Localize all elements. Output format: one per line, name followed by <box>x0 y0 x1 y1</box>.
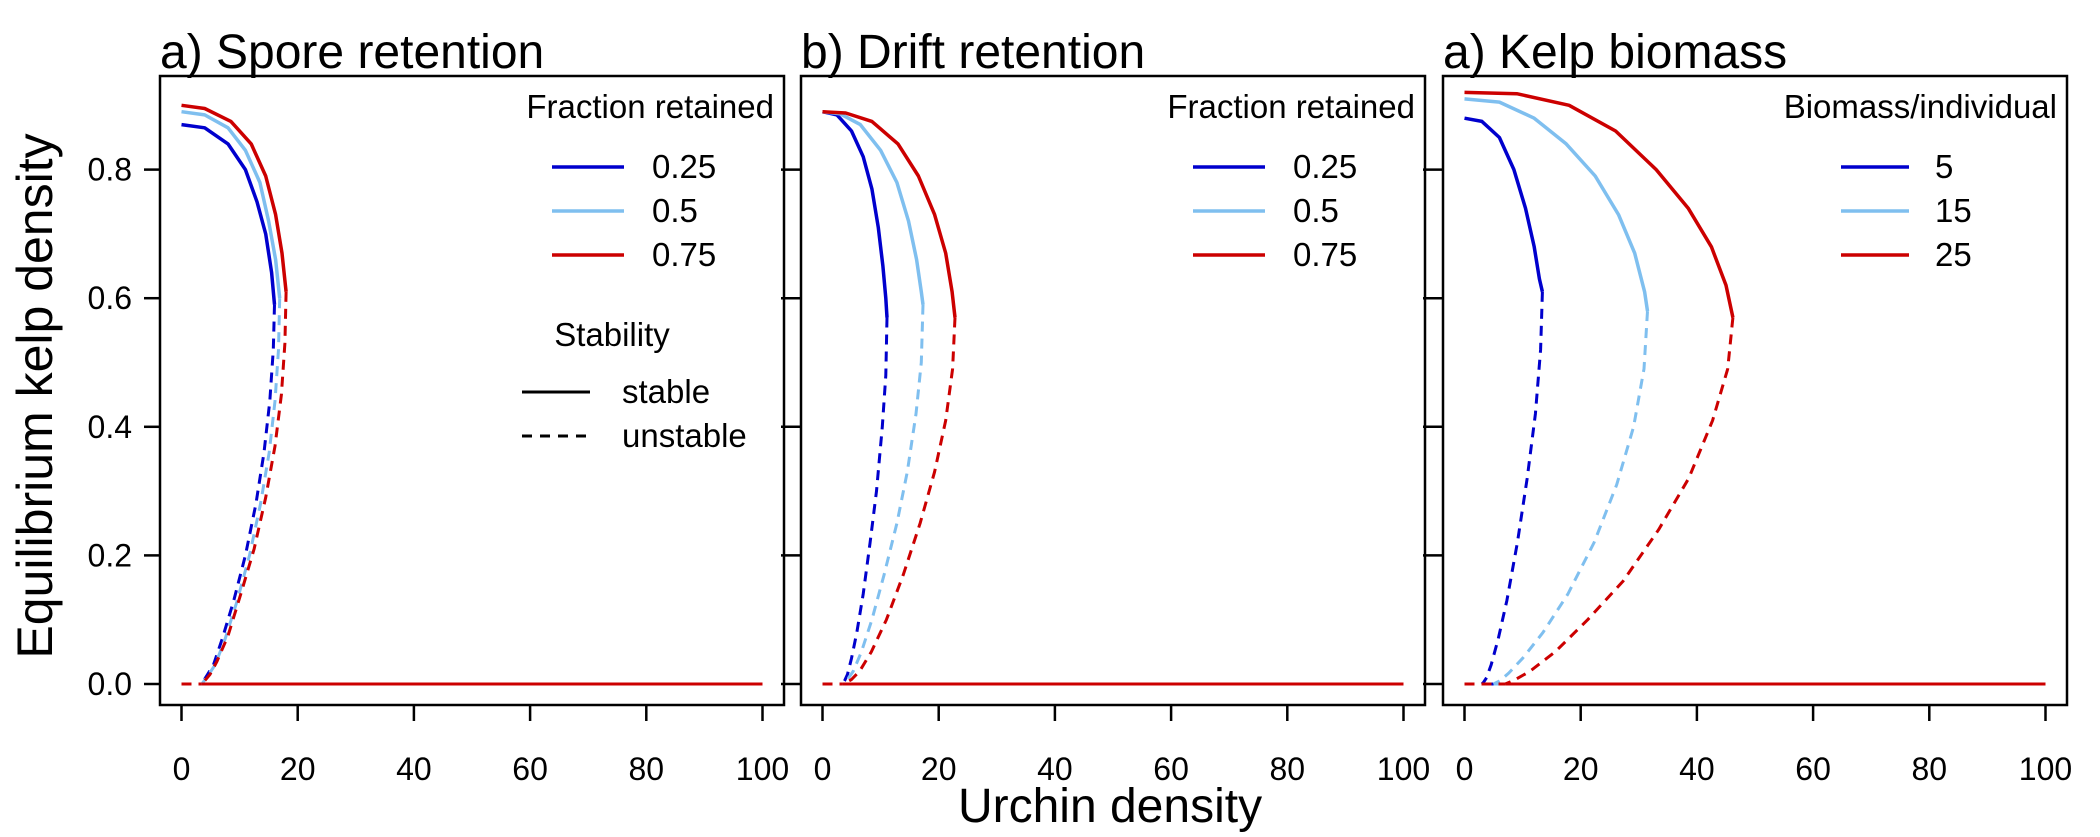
stable-branch-line <box>1464 90 1735 318</box>
x-axis-title: Urchin density <box>958 780 1262 833</box>
unstable-branch-line <box>842 317 957 686</box>
stable-branch-line <box>1464 97 1650 312</box>
panel-1: a) Spore retention 0 20 40 60 80 100 0.0 0.2 0.4 0… <box>88 26 790 787</box>
x-tick-label: 100 <box>736 751 789 787</box>
x-tick-label: 80 <box>1270 751 1306 787</box>
panel-title: a) Kelp biomass <box>1443 26 1787 79</box>
x-tick-label: 40 <box>1037 751 1073 787</box>
legend-label: 0.25 <box>652 148 716 185</box>
unstable-branch-line <box>841 317 889 685</box>
x-tick-label: 80 <box>1912 751 1948 787</box>
legend-label: 15 <box>1935 192 1972 229</box>
panel-2: b) Drift retention 0 20 40 60 80 100 Fraction r… <box>781 26 1430 787</box>
x-tick-label: 20 <box>921 751 957 787</box>
x-tick-label: 20 <box>280 751 316 787</box>
stable-branch-line <box>181 103 288 292</box>
legend: Biomass/individual 5 15 25 <box>1784 88 2057 273</box>
x-tick-label: 80 <box>629 751 665 787</box>
y-tick-label: 0.8 <box>88 152 132 188</box>
series-0.75 <box>822 109 1404 686</box>
x-tick-label: 60 <box>1153 751 1189 787</box>
series-25 <box>1464 90 2046 686</box>
y-tick-label: 0.2 <box>88 537 132 573</box>
plot-frame <box>799 74 1427 707</box>
unstable-branch-line <box>1480 291 1544 686</box>
legend-label: 0.25 <box>1293 148 1357 185</box>
x-tick-label: 100 <box>2019 751 2072 787</box>
unstable-branch-line <box>200 304 276 685</box>
panel-3: a) Kelp biomass 0 20 40 60 80 100 Biomass/indiv… <box>1423 26 2072 787</box>
legend-title: Fraction retained <box>526 88 774 125</box>
stability-label-unstable: unstable <box>622 417 747 454</box>
panels: a) Spore retention 0 20 40 60 80 100 0.0 0.2 0.4 0… <box>88 26 2073 787</box>
stable-branch-line <box>181 122 277 305</box>
stable-branch-line <box>822 109 925 305</box>
y-tick-label: 0.4 <box>88 409 132 445</box>
panel-title: a) Spore retention <box>160 26 544 79</box>
legend-title: Fraction retained <box>1167 88 1415 125</box>
legend-title: Biomass/individual <box>1784 88 2057 125</box>
plot-frame <box>158 74 786 707</box>
unstable-branch-line <box>200 298 282 685</box>
x-tick-label: 0 <box>814 751 832 787</box>
stability-legend: Stability stable unstable <box>522 316 747 454</box>
panel-title: b) Drift retention <box>801 26 1145 79</box>
y-tick-label: 0.6 <box>88 280 132 316</box>
stable-branch-line <box>822 109 957 318</box>
x-tick-label: 100 <box>1377 751 1430 787</box>
x-tick-label: 40 <box>1679 751 1715 787</box>
unstable-branch-line <box>1504 317 1735 686</box>
x-tick-label: 60 <box>512 751 548 787</box>
legend-label: 5 <box>1935 148 1953 185</box>
series-0.75 <box>181 103 763 686</box>
legend: Fraction retained 0.25 0.5 0.75 <box>1167 88 1415 273</box>
stable-branch-line <box>822 109 889 318</box>
legend-label: 25 <box>1935 236 1972 273</box>
legend-label: 0.75 <box>652 236 716 273</box>
y-tick-label: 0.0 <box>88 666 132 702</box>
x-tick-label: 0 <box>1456 751 1474 787</box>
unstable-branch-line <box>841 304 925 686</box>
x-tick-label: 0 <box>173 751 191 787</box>
plot-frame <box>1441 74 2069 707</box>
series-15 <box>1464 97 2046 686</box>
legend-label: 0.5 <box>652 192 698 229</box>
unstable-branch-line <box>200 291 288 686</box>
x-tick-label: 40 <box>396 751 432 787</box>
stable-branch-line <box>1464 116 1545 293</box>
stability-legend-title: Stability <box>554 316 670 353</box>
legend-label: 0.75 <box>1293 236 1357 273</box>
x-tick-label: 20 <box>1563 751 1599 787</box>
stability-label-stable: stable <box>622 373 710 410</box>
legend: Fraction retained 0.25 0.5 0.75 <box>526 88 774 273</box>
stable-branch-line <box>181 109 282 299</box>
unstable-branch-line <box>1492 311 1649 686</box>
x-tick-label: 60 <box>1795 751 1831 787</box>
y-axis-title: Equilibrium kelp density <box>7 133 63 658</box>
legend-label: 0.5 <box>1293 192 1339 229</box>
